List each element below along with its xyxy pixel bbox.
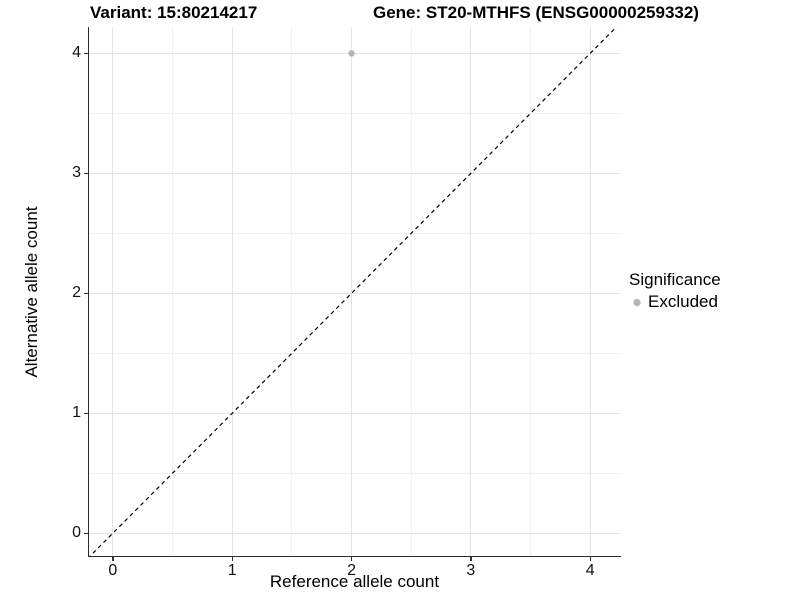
y-tick-mark (84, 412, 88, 415)
gridline-y-major (89, 172, 620, 174)
y-axis-line (88, 27, 90, 557)
x-tick-mark (351, 557, 353, 561)
x-tick-label: 3 (466, 562, 476, 579)
y-tick-label: 3 (72, 164, 81, 182)
x-axis-title: Reference allele count (269, 572, 440, 591)
y-tick-mark (84, 52, 88, 55)
identity-line (89, 27, 618, 556)
gridline-x-major (231, 27, 233, 556)
gridline-y-major (89, 532, 620, 534)
y-tick-label: 1 (72, 404, 81, 422)
y-tick-mark (84, 292, 88, 295)
y-tick-mark (84, 532, 88, 535)
plot-title-gene: Gene: ST20-MTHFS (ENSG00000259332) (373, 3, 699, 22)
gridline-x-minor (172, 27, 174, 556)
gridline-x-minor (530, 27, 531, 556)
legend-entry-label: Excluded (648, 291, 718, 311)
plot-layer (89, 27, 618, 556)
gridline-x-minor (291, 27, 293, 556)
gridline-x-major (470, 27, 472, 556)
x-tick-mark (470, 557, 472, 561)
x-axis-line (88, 556, 621, 558)
gridline-x-major (589, 27, 591, 556)
legend-marker-icon (633, 298, 641, 306)
y-tick-mark (84, 172, 88, 175)
legend-entry-excluded: Excluded (629, 291, 721, 312)
plot-panel (89, 27, 620, 556)
y-tick-label: 0 (72, 524, 81, 542)
x-tick-mark (589, 557, 592, 561)
gridline-x-major (351, 27, 353, 556)
gridline-x-major (112, 27, 114, 556)
legend-title: Significance (629, 270, 721, 289)
x-tick-label: 4 (585, 562, 595, 579)
x-tick-mark (112, 557, 114, 561)
gridline-x-minor (410, 27, 412, 556)
legend: Significance Excluded (629, 270, 721, 312)
gridline-y-minor (89, 352, 620, 354)
x-tick-mark (231, 557, 234, 561)
plot-title-variant: Variant: 15:80214217 (90, 3, 258, 22)
y-tick-label: 4 (72, 44, 81, 62)
gridline-y-minor (89, 472, 620, 474)
y-tick-label: 2 (72, 284, 81, 302)
x-tick-label: 2 (347, 562, 356, 579)
data-point (348, 50, 355, 57)
x-tick-label: 1 (227, 562, 237, 579)
gridline-y-minor (89, 232, 620, 234)
gridline-y-major (89, 412, 620, 414)
x-tick-label: 0 (108, 562, 118, 579)
gridline-y-minor (89, 112, 620, 114)
gridline-y-major (89, 292, 620, 294)
legend-marker-circle (633, 298, 641, 306)
